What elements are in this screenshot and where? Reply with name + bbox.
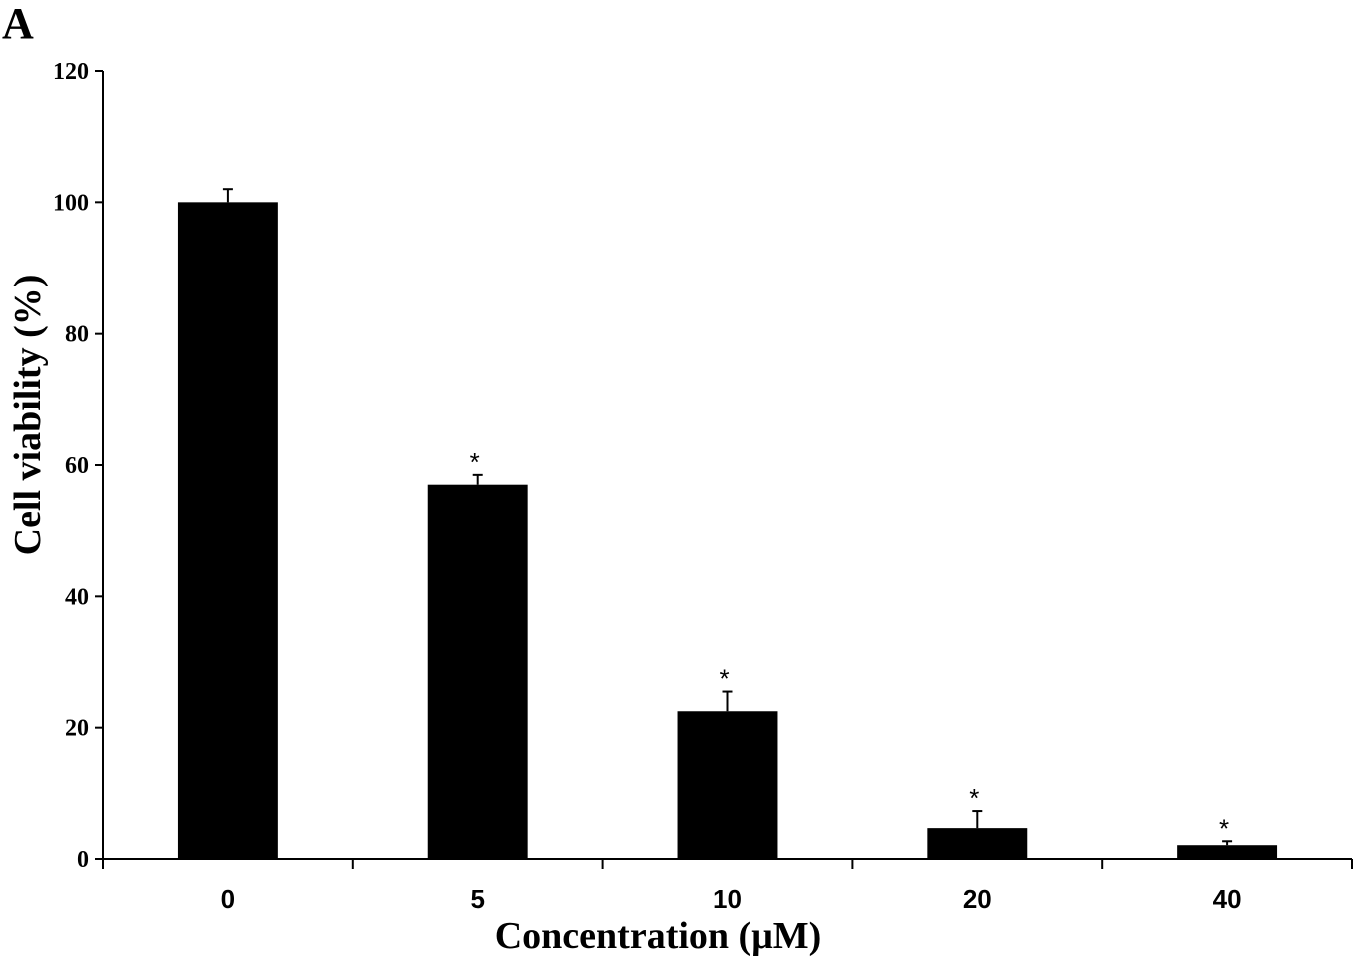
y-tick-label: 20 (65, 716, 89, 742)
y-tick-label: 60 (65, 453, 89, 479)
x-tick-label: 5 (470, 884, 484, 914)
significance-mark-20: * (969, 783, 979, 813)
y-axis-title: Cell viability (%) (7, 275, 49, 556)
y-tick-label: 120 (53, 59, 89, 85)
x-axis-title: Concentration (μM) (495, 915, 822, 957)
bars: * * * * (177, 188, 1278, 860)
y-tick-label: 0 (77, 847, 89, 873)
y-tick-label: 80 (65, 322, 89, 348)
bar-20 (927, 828, 1028, 859)
bar-5 (427, 484, 528, 859)
significance-mark-40: * (1219, 813, 1229, 843)
x-axis: 0 5 10 20 40 (102, 858, 1353, 914)
bar-40 (1177, 845, 1278, 859)
x-tick-label: 0 (221, 884, 235, 914)
panel-label: A (2, 0, 34, 48)
bar-10 (677, 711, 778, 859)
y-tick-label: 100 (53, 190, 89, 216)
y-axis: 0 20 40 60 80 100 120 (53, 59, 104, 873)
x-tick-label: 40 (1213, 884, 1242, 914)
x-tick-label: 10 (713, 884, 742, 914)
significance-mark-10: * (719, 664, 729, 694)
x-tick-label: 20 (963, 884, 992, 914)
y-tick-label: 40 (65, 584, 89, 610)
bar-0 (177, 202, 278, 860)
significance-mark-5: * (470, 447, 480, 477)
